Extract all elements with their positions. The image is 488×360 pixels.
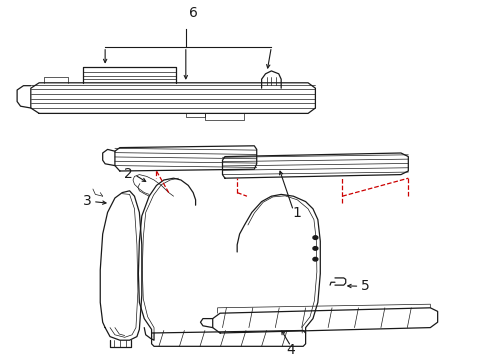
Polygon shape	[100, 191, 142, 340]
Polygon shape	[115, 146, 256, 171]
Text: 2: 2	[123, 167, 132, 180]
Text: 1: 1	[292, 206, 301, 220]
Text: 6: 6	[188, 6, 197, 19]
Polygon shape	[212, 308, 437, 333]
Text: 3: 3	[82, 194, 91, 207]
Text: 4: 4	[286, 343, 295, 357]
Circle shape	[312, 247, 317, 250]
Polygon shape	[151, 330, 305, 346]
Polygon shape	[222, 153, 407, 178]
Polygon shape	[31, 83, 315, 113]
Text: 5: 5	[360, 279, 369, 293]
Circle shape	[312, 257, 317, 261]
Circle shape	[312, 236, 317, 239]
